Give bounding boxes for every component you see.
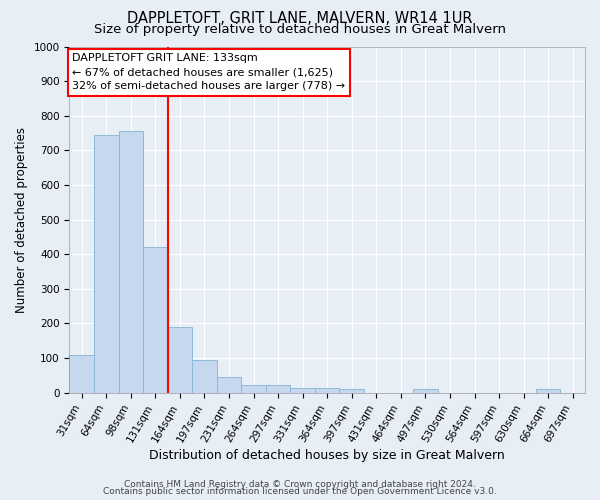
Bar bbox=[290, 388, 315, 392]
Text: DAPPLETOFT GRIT LANE: 133sqm
← 67% of detached houses are smaller (1,625)
32% of: DAPPLETOFT GRIT LANE: 133sqm ← 67% of de… bbox=[72, 54, 345, 92]
Bar bbox=[315, 388, 340, 392]
Bar bbox=[70, 354, 94, 393]
Text: Contains public sector information licensed under the Open Government Licence v3: Contains public sector information licen… bbox=[103, 487, 497, 496]
Text: Contains HM Land Registry data © Crown copyright and database right 2024.: Contains HM Land Registry data © Crown c… bbox=[124, 480, 476, 489]
Y-axis label: Number of detached properties: Number of detached properties bbox=[15, 126, 28, 312]
Text: DAPPLETOFT, GRIT LANE, MALVERN, WR14 1UR: DAPPLETOFT, GRIT LANE, MALVERN, WR14 1UR bbox=[127, 11, 473, 26]
X-axis label: Distribution of detached houses by size in Great Malvern: Distribution of detached houses by size … bbox=[149, 450, 505, 462]
Bar bbox=[217, 377, 241, 392]
Bar bbox=[536, 390, 560, 392]
Bar bbox=[266, 385, 290, 392]
Text: Size of property relative to detached houses in Great Malvern: Size of property relative to detached ho… bbox=[94, 22, 506, 36]
Bar bbox=[119, 132, 143, 392]
Bar bbox=[241, 385, 266, 392]
Bar bbox=[167, 327, 192, 392]
Bar bbox=[340, 388, 364, 392]
Bar bbox=[143, 248, 167, 392]
Bar bbox=[413, 390, 437, 392]
Bar bbox=[94, 135, 119, 392]
Bar bbox=[192, 360, 217, 392]
